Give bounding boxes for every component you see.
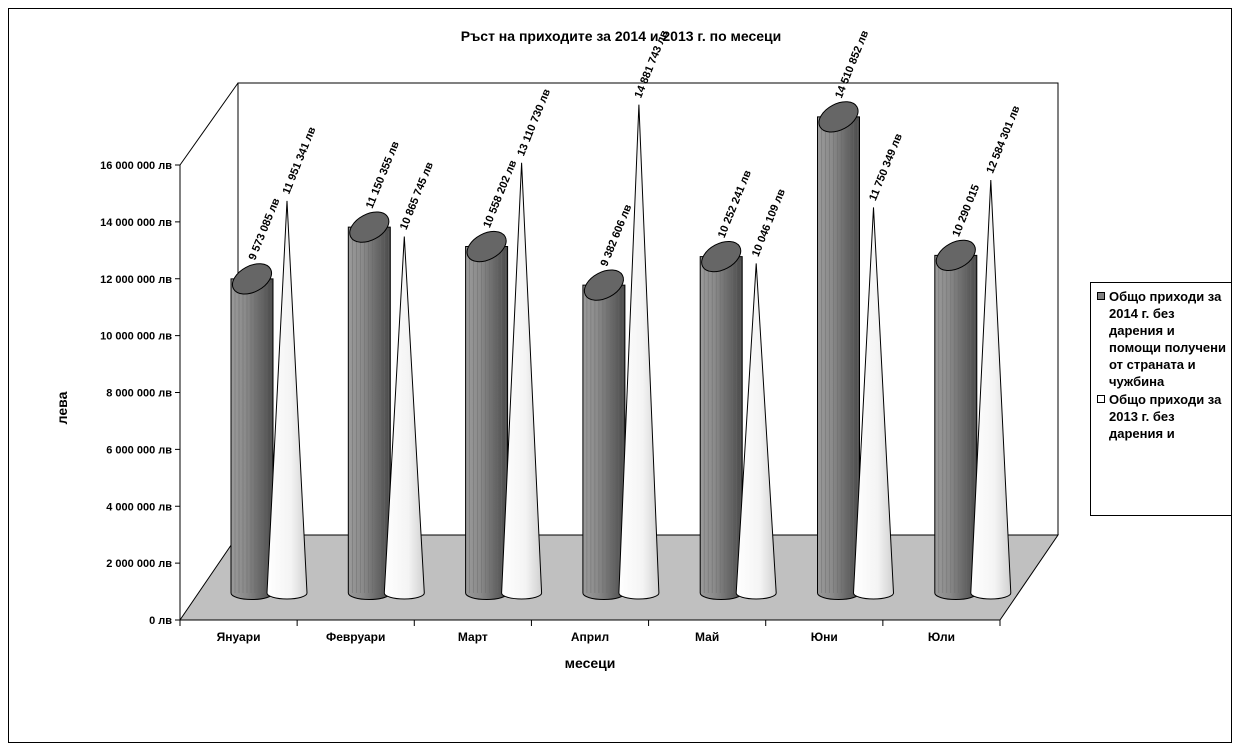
value-label-2014: 10 252 241 лв: [716, 168, 754, 239]
value-label-2013: 11 951 341 лв: [281, 125, 319, 196]
y-axis-ticks: 0 лв 2 000 000 лв 4 000 000 лв 6 000 000 лв…: [100, 160, 180, 627]
cone-2013: [266, 200, 308, 600]
cone-2013: [501, 162, 543, 600]
y-tick-label: 12 000 000 лв: [100, 274, 172, 286]
legend-label-2013: Общо приходи за 2013 г. без дарения и: [1109, 392, 1222, 441]
cone-2013: [735, 263, 777, 600]
legend-item-2013: Общо приходи за 2013 г. без дарения и: [1097, 391, 1227, 442]
x-axis-ticks: Януари Февруари Март Април Май Юни Юли: [179, 620, 1001, 644]
cylinder-2014: [347, 211, 391, 600]
x-tick-label: Март: [458, 630, 488, 644]
x-tick-label: Януари: [217, 630, 261, 644]
value-label-2013: 13 110 730 лв: [515, 87, 553, 158]
value-label-2013: 11 750 349 лв: [867, 132, 905, 203]
cylinder-2014: [465, 230, 509, 600]
value-label-2014: 10 558 202 лв: [481, 158, 519, 229]
y-tick-label: 2 000 000 лв: [106, 558, 172, 570]
value-label-2013: 10 046 109 лв: [750, 187, 788, 258]
cylinder-2014: [817, 101, 860, 600]
chart-marks: [230, 101, 1012, 600]
y-tick-label: 16 000 000 лв: [100, 160, 172, 172]
chart-title: Ръст на приходите за 2014 и 2013 г. по м…: [461, 28, 782, 44]
y-tick-label: 4 000 000 лв: [106, 501, 172, 513]
y-tick-label: 0 лв: [149, 615, 172, 627]
legend-swatch-2014: [1097, 292, 1105, 300]
value-label-2014: 11 150 355 лв: [364, 139, 402, 210]
y-tick-label: 8 000 000 лв: [106, 388, 172, 400]
x-tick-label: Юли: [928, 630, 955, 644]
y-axis-label: лева: [54, 391, 70, 424]
legend-item-2014: Общо приходи за 2014 г. без дарения и по…: [1097, 288, 1227, 390]
cylinder-2014: [230, 263, 274, 600]
y-tick-label: 14 000 000 лв: [100, 217, 172, 229]
cone-2013: [383, 236, 425, 600]
x-tick-label: Април: [571, 630, 609, 644]
x-tick-label: Февруари: [326, 630, 385, 644]
cylinder-2014: [934, 239, 978, 600]
cone-2013: [852, 207, 895, 600]
value-label-2014: 9 573 085 лв: [247, 196, 283, 262]
cone-2013: [618, 104, 660, 600]
value-label-2013: 12 584 301 лв: [984, 104, 1022, 175]
legend: Общо приходи за 2014 г. без дарения и по…: [1090, 282, 1232, 516]
value-label-2013: 10 865 745 лв: [398, 160, 436, 231]
x-tick-label: Юни: [811, 630, 838, 644]
value-label-2014: 10 290 015: [950, 183, 982, 239]
value-label-2014: 14 510 852 лв: [833, 29, 871, 100]
x-axis-label: месеци: [565, 655, 616, 671]
cone-2013: [970, 180, 1012, 600]
value-label-2014: 9 382 606 лв: [599, 203, 635, 269]
legend-label-2014: Общо приходи за 2014 г. без дарения и по…: [1109, 289, 1226, 389]
legend-swatch-2013: [1097, 395, 1105, 403]
y-tick-label: 6 000 000 лв: [106, 444, 172, 456]
side-wall-top: [179, 82, 239, 166]
cylinder-2014: [699, 240, 743, 600]
y-tick-label: 10 000 000 лв: [100, 331, 172, 343]
x-tick-label: Май: [695, 630, 719, 644]
